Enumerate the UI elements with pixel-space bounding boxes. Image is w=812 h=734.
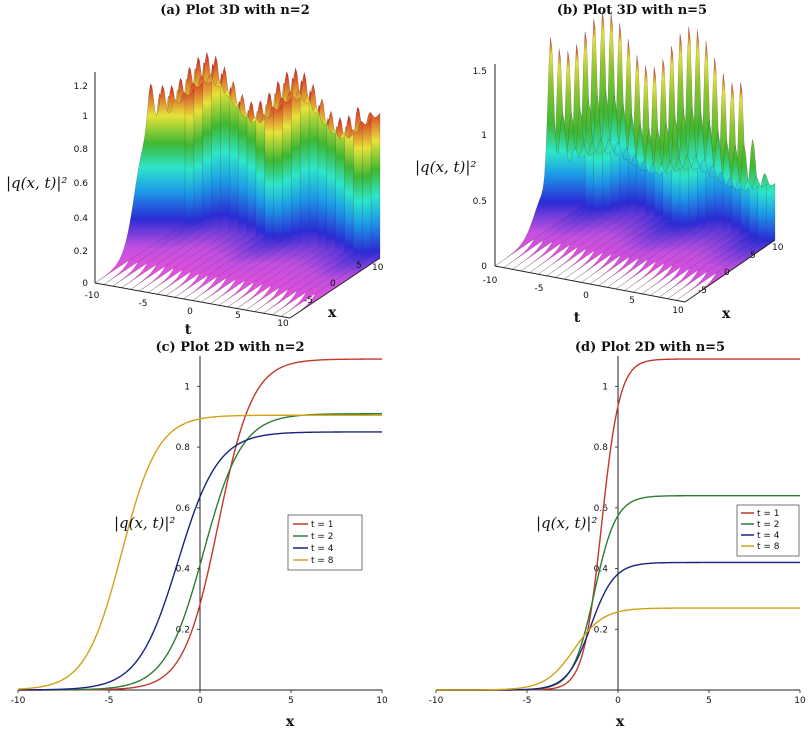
b-surface-mesh — [494, 10, 776, 303]
b-xtick-0: -5 — [698, 286, 707, 296]
panel-c-title: (c) Plot 2D with n=2 — [155, 340, 304, 355]
c-legend-label-1: t = 2 — [311, 532, 334, 542]
c-series-3 — [18, 431, 382, 691]
c-xtick-3: 5 — [288, 696, 294, 706]
c-series-4 — [17, 414, 382, 690]
b-tlabel: t — [574, 310, 581, 326]
a-ttick-2: 0 — [187, 307, 193, 317]
plot-c: -10 -5 0 5 10 0.2 0.4 0.6 0.8 1 — [11, 356, 388, 706]
d-ytick-4: 1 — [602, 382, 608, 392]
b-xlabel: x — [722, 306, 731, 322]
d-legend-label-0: t = 1 — [757, 509, 780, 519]
c-legend: t = 1 t = 2 t = 4 t = 8 — [287, 514, 363, 571]
b-zlabel: |q(x, t)|² — [415, 158, 476, 176]
d-xtick-4: 10 — [794, 696, 806, 706]
a-tlabel: t — [185, 322, 192, 338]
panel-b-title: (b) Plot 3D with n=5 — [557, 3, 707, 18]
c-legend-label-2: t = 4 — [311, 544, 334, 554]
b-xtick-3: 10 — [772, 243, 784, 253]
d-legend-label-2: t = 4 — [757, 531, 780, 541]
c-ytick-1: 0.4 — [176, 565, 191, 575]
a-zlabel: |q(x, t)|² — [6, 174, 67, 192]
c-xtick-1: -5 — [105, 696, 114, 706]
a-xtick-0: -5 — [304, 296, 313, 306]
a-strip-0 — [94, 83, 186, 284]
c-ylabel: |q(x, t)|² — [114, 514, 175, 532]
b-ztick-0: 0 — [481, 262, 487, 272]
c-ytick-2: 0.6 — [176, 504, 191, 514]
b-ttick-0: -10 — [483, 276, 498, 286]
panel-b: (b) Plot 3D with n=5 0 0.5 1 1.5 |q(x, t… — [415, 3, 784, 326]
a-ztick-1: 0.2 — [74, 247, 88, 257]
a-ztick-4: 0.8 — [74, 145, 89, 155]
d-legend-label-3: t = 8 — [757, 542, 780, 552]
panel-a-title: (a) Plot 3D with n=2 — [160, 3, 310, 18]
d-series-4 — [436, 607, 800, 691]
c-xtick-0: -10 — [11, 696, 26, 706]
b-ttick-4: 10 — [672, 306, 684, 316]
d-xtick-3: 5 — [706, 696, 712, 706]
b-ttick-3: 5 — [629, 296, 635, 306]
c-legend-label-3: t = 8 — [311, 556, 334, 566]
d-ytick-2: 0.6 — [594, 504, 609, 514]
c-xtick-2: 0 — [197, 696, 203, 706]
c-xlabel: x — [286, 714, 295, 730]
c-ytick-3: 0.8 — [176, 443, 191, 453]
panel-a-xaxis: -5 0 5 10 x — [289, 257, 384, 321]
d-ytick-0: 0.2 — [594, 625, 608, 635]
d-xlabel: x — [616, 714, 625, 730]
panel-d-title: (d) Plot 2D with n=5 — [575, 340, 725, 355]
a-xlabel: x — [328, 305, 337, 321]
b-ttick-2: 0 — [583, 291, 589, 301]
c-ytick-4: 1 — [184, 382, 190, 392]
surface-a — [94, 52, 381, 319]
a-ztick-5: 1 — [82, 112, 88, 122]
a-xtick-2: 5 — [356, 261, 362, 271]
panel-b-xaxis: -5 0 5 10 x — [684, 239, 784, 322]
panel-d: (d) Plot 2D with n=5 -10 -5 0 5 10 0.2 0.4 0.6 0… — [429, 340, 806, 730]
a-ttick-0: -10 — [85, 291, 100, 301]
a-xtick-1: 0 — [330, 279, 336, 289]
a-ttick-1: -5 — [139, 299, 148, 309]
d-ytick-1: 0.4 — [594, 565, 609, 575]
a-ztick-2: 0.4 — [74, 214, 89, 224]
panel-a-taxis: -10 -5 0 5 10 t — [85, 282, 291, 338]
c-legend-label-0: t = 1 — [311, 520, 334, 530]
panel-b-taxis: -10 -5 0 5 10 t — [483, 265, 686, 326]
panel-c: (c) Plot 2D with n=2 -10 -5 0 5 10 0.2 0.4 0.6 0… — [11, 340, 388, 730]
d-ylabel: |q(x, t)|² — [536, 514, 597, 532]
b-ttick-1: -5 — [535, 284, 544, 294]
c-ytick-0: 0.2 — [176, 625, 190, 635]
a-ztick-6: 1.2 — [74, 82, 88, 92]
b-ztick-2: 1 — [481, 131, 487, 141]
d-legend-label-1: t = 2 — [757, 520, 780, 530]
panel-a: (a) Plot 3D with n=2 0 0.2 0.4 0.6 0.8 1… — [6, 3, 384, 338]
b-ztick-3: 1.5 — [473, 67, 487, 77]
b-ztick-1: 0.5 — [473, 197, 487, 207]
panel-b-zaxis: 0 0.5 1 1.5 — [473, 64, 496, 272]
a-ttick-3: 5 — [235, 311, 241, 321]
b-xtick-2: 5 — [750, 251, 756, 261]
d-ytick-3: 0.8 — [594, 443, 609, 453]
d-xtick-0: -10 — [429, 696, 444, 706]
a-surface-mesh — [94, 52, 381, 319]
c-xtick-4: 10 — [376, 696, 388, 706]
plot-d: -10 -5 0 5 10 0.2 0.4 0.6 0.8 1 — [429, 356, 806, 706]
surface-b — [494, 10, 776, 303]
a-ztick-3: 0.6 — [74, 179, 89, 189]
d-xtick-2: 0 — [615, 696, 621, 706]
d-xtick-1: -5 — [523, 696, 532, 706]
panel-a-zaxis: 0 0.2 0.4 0.6 0.8 1 1.2 — [74, 72, 96, 289]
b-xtick-1: 0 — [724, 268, 730, 278]
d-legend: t = 1 t = 2 t = 4 t = 8 — [736, 504, 800, 557]
a-xtick-3: 10 — [372, 263, 384, 273]
a-ztick-0: 0 — [82, 279, 88, 289]
a-ttick-4: 10 — [277, 319, 289, 329]
b-strip-0 — [494, 37, 586, 267]
c-series-2 — [18, 413, 382, 691]
